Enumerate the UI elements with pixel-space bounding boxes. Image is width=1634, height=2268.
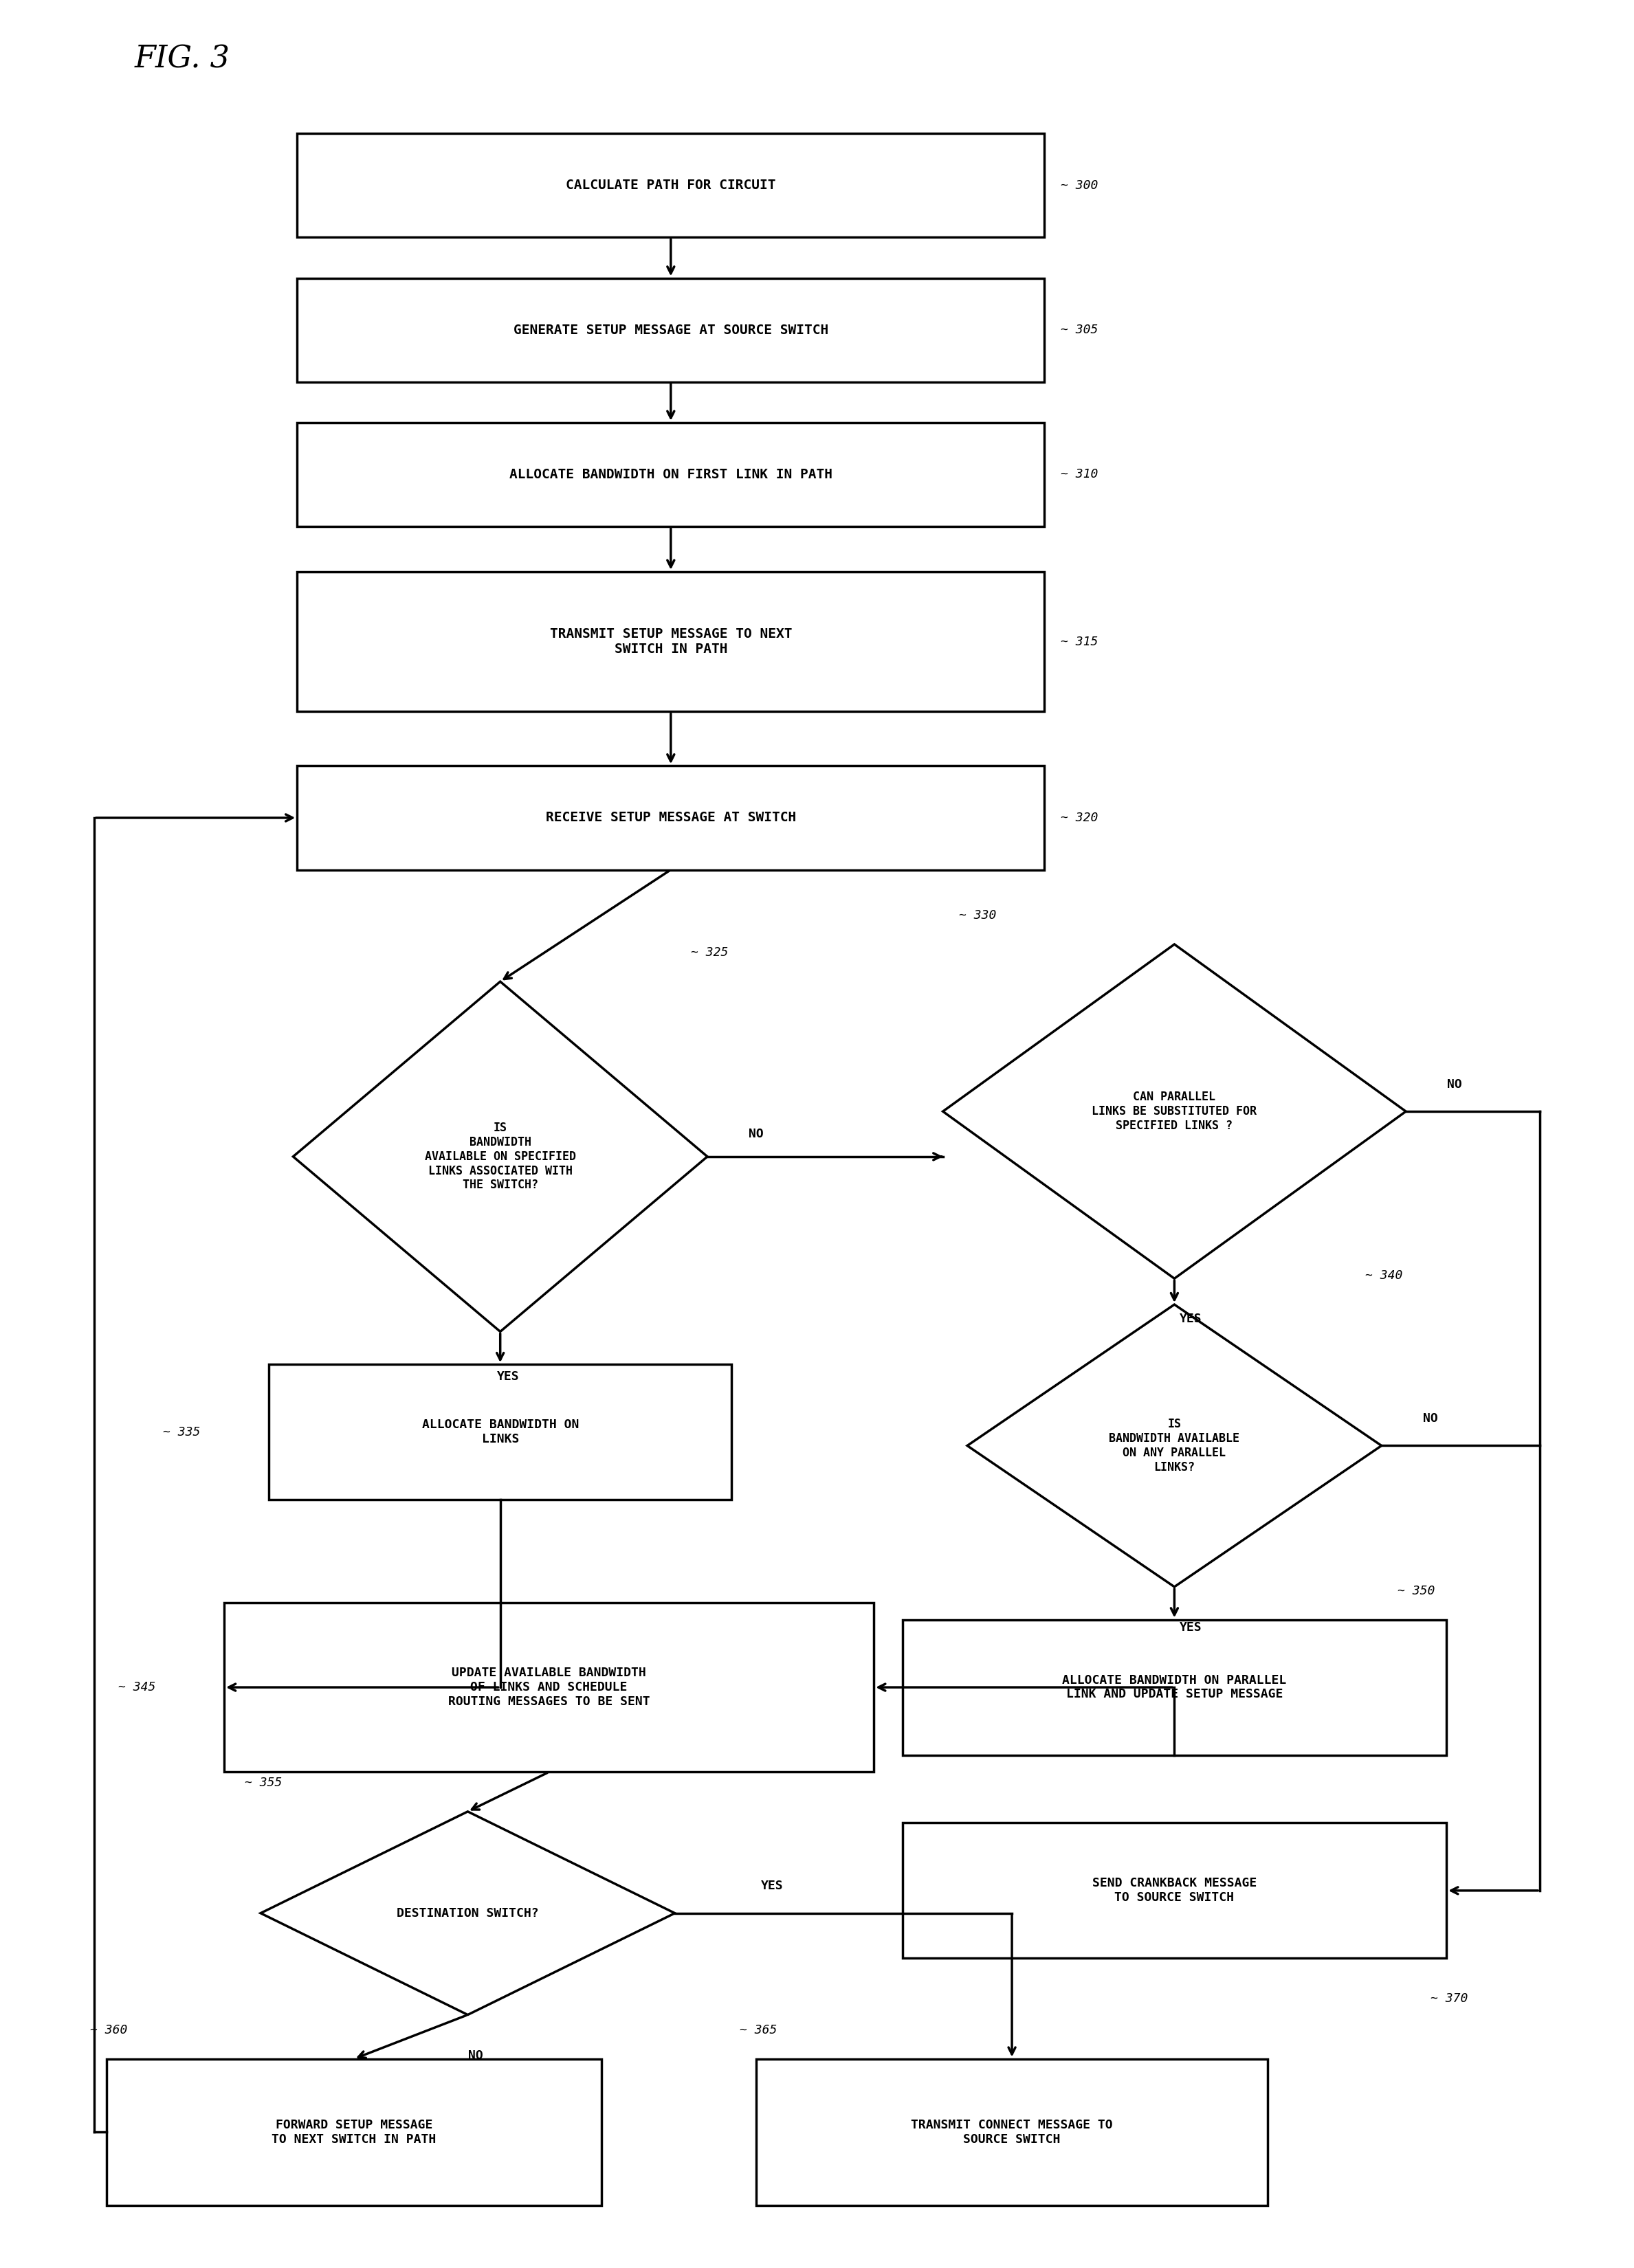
Text: YES: YES — [1180, 1313, 1203, 1325]
Text: ~ 355: ~ 355 — [245, 1776, 281, 1789]
Text: ~ 315: ~ 315 — [1060, 635, 1098, 649]
Text: NO: NO — [1448, 1077, 1462, 1091]
FancyBboxPatch shape — [757, 2059, 1268, 2207]
Text: ALLOCATE BANDWIDTH ON
LINKS: ALLOCATE BANDWIDTH ON LINKS — [422, 1420, 578, 1445]
Text: ~ 370: ~ 370 — [1430, 1991, 1467, 2005]
Text: ~ 320: ~ 320 — [1060, 812, 1098, 823]
FancyBboxPatch shape — [297, 134, 1044, 238]
Polygon shape — [967, 1304, 1381, 1588]
Text: FORWARD SETUP MESSAGE
TO NEXT SWITCH IN PATH: FORWARD SETUP MESSAGE TO NEXT SWITCH IN … — [271, 2118, 436, 2146]
Text: DESTINATION SWITCH?: DESTINATION SWITCH? — [397, 1907, 539, 1919]
Text: NO: NO — [469, 2050, 484, 2062]
Text: ~ 350: ~ 350 — [1397, 1585, 1435, 1597]
Text: CAN PARALLEL
LINKS BE SUBSTITUTED FOR
SPECIFIED LINKS ?: CAN PARALLEL LINKS BE SUBSTITUTED FOR SP… — [1092, 1091, 1257, 1132]
Polygon shape — [943, 943, 1405, 1279]
Text: ~ 325: ~ 325 — [691, 946, 729, 959]
Text: FIG. 3: FIG. 3 — [134, 45, 230, 75]
Text: ALLOCATE BANDWIDTH ON FIRST LINK IN PATH: ALLOCATE BANDWIDTH ON FIRST LINK IN PATH — [510, 467, 832, 481]
FancyBboxPatch shape — [902, 1823, 1446, 1957]
Text: ~ 300: ~ 300 — [1060, 179, 1098, 191]
Text: ~ 305: ~ 305 — [1060, 324, 1098, 336]
Text: IS
BANDWIDTH AVAILABLE
ON ANY PARALLEL
LINKS?: IS BANDWIDTH AVAILABLE ON ANY PARALLEL L… — [1109, 1418, 1240, 1474]
Text: YES: YES — [497, 1370, 520, 1383]
Text: ~ 310: ~ 310 — [1060, 469, 1098, 481]
Text: ~ 365: ~ 365 — [740, 2023, 778, 2037]
Text: TRANSMIT CONNECT MESSAGE TO
SOURCE SWITCH: TRANSMIT CONNECT MESSAGE TO SOURCE SWITC… — [912, 2118, 1113, 2146]
Text: CALCULATE PATH FOR CIRCUIT: CALCULATE PATH FOR CIRCUIT — [565, 179, 776, 193]
Text: YES: YES — [1180, 1622, 1203, 1633]
FancyBboxPatch shape — [297, 767, 1044, 869]
Text: ~ 340: ~ 340 — [1366, 1270, 1402, 1281]
Text: ~ 335: ~ 335 — [163, 1427, 201, 1438]
Text: ~ 360: ~ 360 — [90, 2023, 127, 2037]
FancyBboxPatch shape — [268, 1365, 732, 1499]
Text: UPDATE AVAILABLE BANDWIDTH
OF LINKS AND SCHEDULE
ROUTING MESSAGES TO BE SENT: UPDATE AVAILABLE BANDWIDTH OF LINKS AND … — [448, 1667, 650, 1708]
Text: ~ 330: ~ 330 — [959, 909, 997, 921]
FancyBboxPatch shape — [297, 422, 1044, 526]
FancyBboxPatch shape — [106, 2059, 601, 2207]
FancyBboxPatch shape — [297, 279, 1044, 381]
FancyBboxPatch shape — [902, 1619, 1446, 1755]
Text: YES: YES — [761, 1880, 784, 1892]
Text: NO: NO — [748, 1127, 763, 1141]
Text: ~ 345: ~ 345 — [119, 1681, 155, 1694]
Polygon shape — [261, 1812, 675, 2014]
Text: SEND CRANKBACK MESSAGE
TO SOURCE SWITCH: SEND CRANKBACK MESSAGE TO SOURCE SWITCH — [1092, 1878, 1257, 1903]
Text: NO: NO — [1423, 1413, 1438, 1424]
Text: ALLOCATE BANDWIDTH ON PARALLEL
LINK AND UPDATE SETUP MESSAGE: ALLOCATE BANDWIDTH ON PARALLEL LINK AND … — [1062, 1674, 1286, 1701]
Text: RECEIVE SETUP MESSAGE AT SWITCH: RECEIVE SETUP MESSAGE AT SWITCH — [546, 812, 796, 823]
Text: GENERATE SETUP MESSAGE AT SOURCE SWITCH: GENERATE SETUP MESSAGE AT SOURCE SWITCH — [513, 324, 828, 336]
Text: IS
BANDWIDTH
AVAILABLE ON SPECIFIED
LINKS ASSOCIATED WITH
THE SWITCH?: IS BANDWIDTH AVAILABLE ON SPECIFIED LINK… — [425, 1123, 575, 1191]
FancyBboxPatch shape — [224, 1603, 874, 1771]
Text: TRANSMIT SETUP MESSAGE TO NEXT
SWITCH IN PATH: TRANSMIT SETUP MESSAGE TO NEXT SWITCH IN… — [549, 628, 792, 655]
FancyBboxPatch shape — [297, 572, 1044, 712]
Polygon shape — [292, 982, 708, 1331]
